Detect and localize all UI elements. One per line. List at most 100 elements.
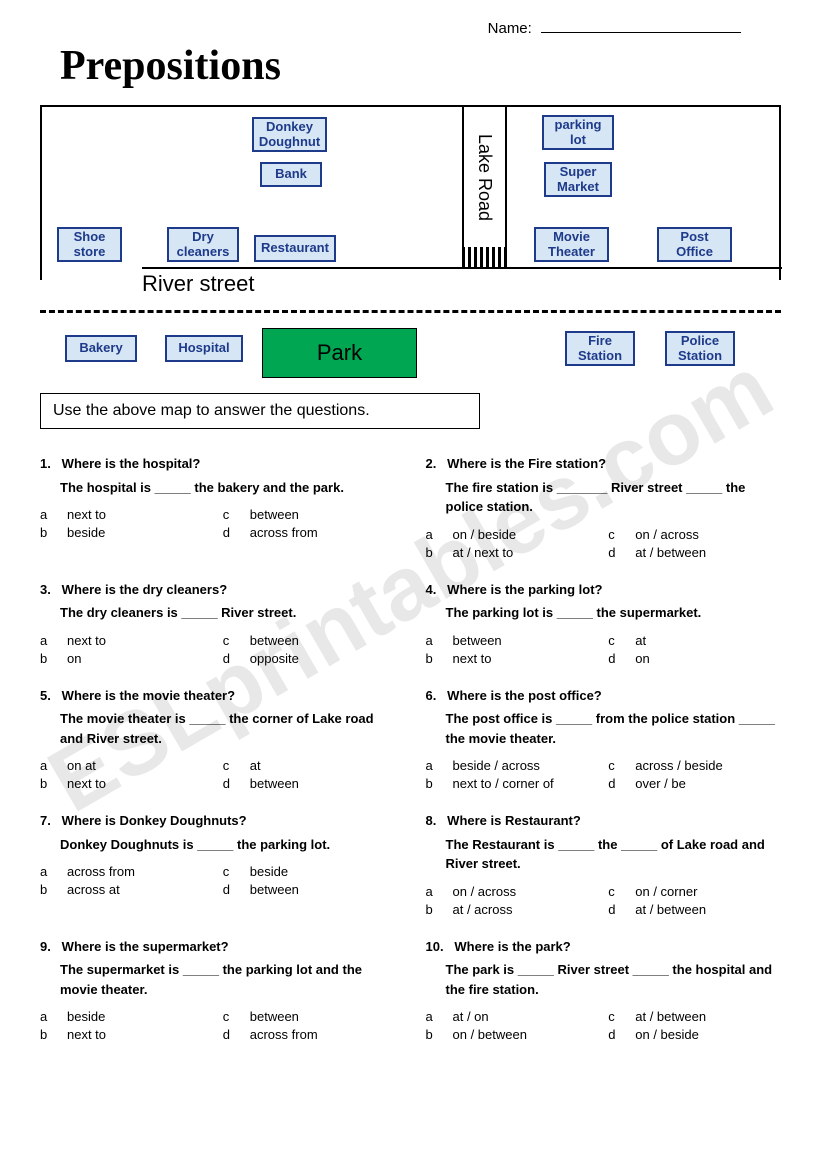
question-prompt: 10. Where is the park? <box>426 937 782 957</box>
option-d[interactable]: don / beside <box>608 1027 781 1042</box>
question-1: 1. Where is the hospital? The hospital i… <box>40 454 396 560</box>
options-grid: abeside / across cacross / beside bnext … <box>426 758 782 791</box>
name-field: Name: <box>40 20 781 37</box>
option-d[interactable]: dopposite <box>223 651 396 666</box>
building-movie: Movie Theater <box>534 227 609 262</box>
building-bank: Bank <box>260 162 322 187</box>
building-fire: Fire Station <box>565 331 635 366</box>
building-hospital: Hospital <box>165 335 243 362</box>
option-a[interactable]: abeside <box>40 1009 213 1024</box>
lake-road-label: Lake Road <box>474 133 495 220</box>
question-sentence: The supermarket is _____ the parking lot… <box>40 960 396 999</box>
option-d[interactable]: dover / be <box>608 776 781 791</box>
question-prompt: 7. Where is Donkey Doughnuts? <box>40 811 396 831</box>
option-b[interactable]: bacross at <box>40 882 213 897</box>
option-b[interactable]: bnext to <box>40 776 213 791</box>
option-d[interactable]: don <box>608 651 781 666</box>
option-d[interactable]: dbetween <box>223 882 396 897</box>
building-post: Post Office <box>657 227 732 262</box>
option-c[interactable]: cbetween <box>223 507 396 522</box>
option-d[interactable]: dat / between <box>608 902 781 917</box>
option-b[interactable]: bon / between <box>426 1027 599 1042</box>
building-police: Police Station <box>665 331 735 366</box>
option-c[interactable]: con / across <box>608 527 781 542</box>
options-grid: aon at cat bnext to dbetween <box>40 758 396 791</box>
question-prompt: 5. Where is the movie theater? <box>40 686 396 706</box>
options-grid: abetween cat bnext to don <box>426 633 782 666</box>
river-street-label: River street <box>142 267 782 297</box>
option-a[interactable]: abeside / across <box>426 758 599 773</box>
building-shoe: Shoe store <box>57 227 122 262</box>
question-prompt: 3. Where is the dry cleaners? <box>40 580 396 600</box>
question-5: 5. Where is the movie theater? The movie… <box>40 686 396 792</box>
question-4: 4. Where is the parking lot? The parking… <box>426 580 782 666</box>
option-c[interactable]: cbetween <box>223 633 396 648</box>
map-top-section: Donkey Doughnut Bank Shoe store Dry clea… <box>42 107 779 282</box>
question-sentence: The parking lot is _____ the supermarket… <box>426 603 782 623</box>
question-prompt: 1. Where is the hospital? <box>40 454 396 474</box>
option-a[interactable]: anext to <box>40 633 213 648</box>
option-b[interactable]: bnext to <box>426 651 599 666</box>
question-3: 3. Where is the dry cleaners? The dry cl… <box>40 580 396 666</box>
building-parking: parking lot <box>542 115 614 150</box>
options-grid: aon / beside con / across bat / next to … <box>426 527 782 560</box>
option-a[interactable]: aacross from <box>40 864 213 879</box>
question-prompt: 6. Where is the post office? <box>426 686 782 706</box>
question-prompt: 9. Where is the supermarket? <box>40 937 396 957</box>
option-d[interactable]: dbetween <box>223 776 396 791</box>
option-a[interactable]: aon / beside <box>426 527 599 542</box>
option-d[interactable]: dacross from <box>223 525 396 540</box>
option-b[interactable]: bat / next to <box>426 545 599 560</box>
option-c[interactable]: cat <box>223 758 396 773</box>
options-grid: aacross from cbeside bacross at dbetween <box>40 864 396 897</box>
crosswalk <box>462 247 507 267</box>
option-d[interactable]: dat / between <box>608 545 781 560</box>
option-a[interactable]: aon / across <box>426 884 599 899</box>
option-c[interactable]: cat <box>608 633 781 648</box>
map-container: Donkey Doughnut Bank Shoe store Dry clea… <box>40 105 781 280</box>
question-sentence: The post office is _____ from the police… <box>426 709 782 748</box>
option-c[interactable]: cbetween <box>223 1009 396 1024</box>
option-c[interactable]: cbeside <box>223 864 396 879</box>
options-grid: anext to cbetween bbeside dacross from <box>40 507 396 540</box>
question-8: 8. Where is Restaurant? The Restaurant i… <box>426 811 782 917</box>
options-grid: aon / across con / corner bat / across d… <box>426 884 782 917</box>
option-c[interactable]: cat / between <box>608 1009 781 1024</box>
question-sentence: The dry cleaners is _____ River street. <box>40 603 396 623</box>
building-bakery: Bakery <box>65 335 137 362</box>
option-c[interactable]: con / corner <box>608 884 781 899</box>
options-grid: abeside cbetween bnext to dacross from <box>40 1009 396 1042</box>
options-grid: anext to cbetween bon dopposite <box>40 633 396 666</box>
instruction-text: Use the above map to answer the question… <box>40 393 480 429</box>
option-a[interactable]: aon at <box>40 758 213 773</box>
question-sentence: The movie theater is _____ the corner of… <box>40 709 396 748</box>
option-d[interactable]: dacross from <box>223 1027 396 1042</box>
options-grid: aat / on cat / between bon / between don… <box>426 1009 782 1042</box>
name-label: Name: <box>488 20 532 37</box>
option-c[interactable]: cacross / beside <box>608 758 781 773</box>
question-10: 10. Where is the park? The park is _____… <box>426 937 782 1043</box>
road-divider <box>40 310 781 313</box>
building-park: Park <box>262 328 417 378</box>
question-sentence: The hospital is _____ the bakery and the… <box>40 478 396 498</box>
building-restaurant: Restaurant <box>254 235 336 262</box>
option-b[interactable]: bnext to / corner of <box>426 776 599 791</box>
option-b[interactable]: bnext to <box>40 1027 213 1042</box>
lake-road: Lake Road <box>462 107 507 247</box>
building-dry: Dry cleaners <box>167 227 239 262</box>
option-a[interactable]: abetween <box>426 633 599 648</box>
questions-grid: 1. Where is the hospital? The hospital i… <box>40 454 781 1042</box>
option-b[interactable]: bon <box>40 651 213 666</box>
option-b[interactable]: bbeside <box>40 525 213 540</box>
question-sentence: The Restaurant is _____ the _____ of Lak… <box>426 835 782 874</box>
option-a[interactable]: aat / on <box>426 1009 599 1024</box>
question-2: 2. Where is the Fire station? The fire s… <box>426 454 782 560</box>
question-9: 9. Where is the supermarket? The superma… <box>40 937 396 1043</box>
question-sentence: The park is _____ River street _____ the… <box>426 960 782 999</box>
question-sentence: The fire station is _______ River street… <box>426 478 782 517</box>
option-b[interactable]: bat / across <box>426 902 599 917</box>
worksheet-title: Prepositions <box>60 42 781 90</box>
question-prompt: 4. Where is the parking lot? <box>426 580 782 600</box>
option-a[interactable]: anext to <box>40 507 213 522</box>
name-blank-line[interactable] <box>541 32 741 33</box>
